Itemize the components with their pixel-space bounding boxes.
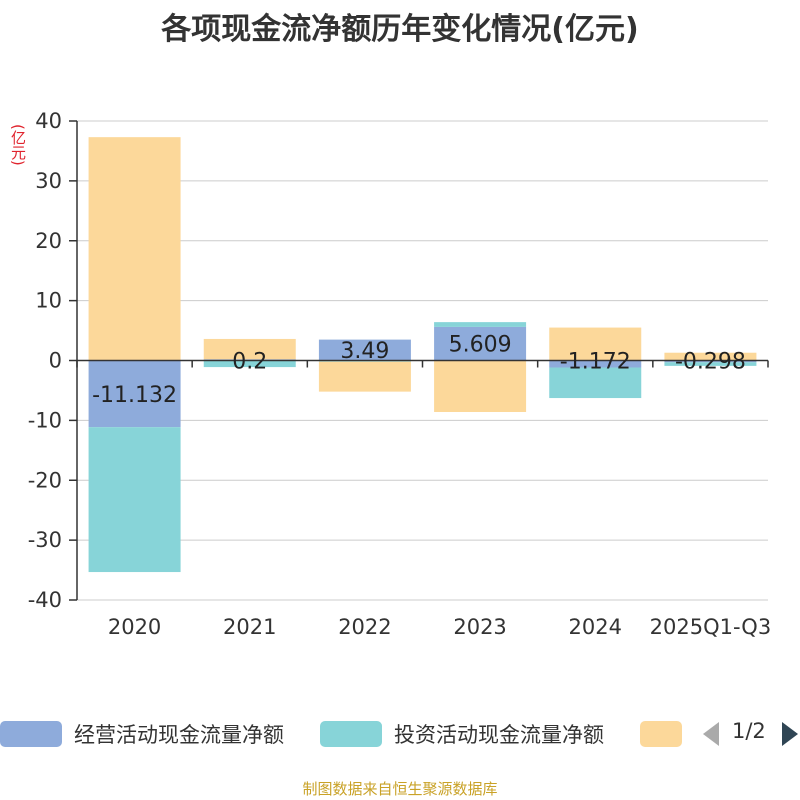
y-tick-label: -20 — [28, 468, 62, 492]
bar-investing-2021 — [203, 360, 296, 368]
legend-label-operating: 经营活动现金流量净额 — [74, 723, 284, 747]
x-tick-label: 2022 — [338, 615, 391, 639]
bar-investing-2024 — [549, 367, 642, 399]
legend: 经营活动现金流量净额 投资活动现金流量净额 — [0, 716, 800, 752]
x-tick-label: 2024 — [569, 615, 622, 639]
y-tick-label: 30 — [35, 169, 62, 193]
bar-financing-2022 — [318, 361, 411, 392]
bar-investing-2020 — [88, 427, 181, 573]
bar-financing-2021 — [203, 338, 296, 360]
data-label: -1.172 — [560, 350, 631, 375]
legend-item-financing[interactable] — [640, 716, 682, 752]
bar-operating-2024 — [549, 360, 642, 368]
legend-swatch-investing — [320, 721, 382, 747]
y-tick-label: -40 — [28, 588, 62, 612]
y-tick-label: 0 — [49, 349, 62, 373]
bar-financing-2020 — [88, 137, 181, 361]
data-label: 5.609 — [449, 333, 512, 358]
data-label: 3.49 — [340, 339, 389, 364]
bar-operating-2025Q1-Q3 — [664, 360, 757, 363]
legend-prev-icon[interactable] — [703, 722, 719, 746]
legend-item-operating[interactable]: 经营活动现金流量净额 — [0, 716, 284, 752]
x-tick-label: 2023 — [453, 615, 506, 639]
legend-pager: 1/2 — [700, 716, 800, 752]
legend-label-investing: 投资活动现金流量净额 — [394, 723, 604, 747]
bar-financing-2025Q1-Q3 — [664, 352, 757, 361]
data-label: 0.2 — [232, 350, 267, 375]
bar-financing-2023 — [434, 360, 527, 412]
x-tick-label: 2021 — [223, 615, 276, 639]
data-label: -0.298 — [675, 350, 746, 375]
y-tick-label: 10 — [35, 289, 62, 313]
bar-investing-2025Q1-Q3 — [664, 362, 757, 366]
data-source-footer: 制图数据来自恒生聚源数据库 — [302, 780, 498, 798]
bar-financing-2024 — [549, 327, 642, 361]
legend-swatch-financing — [640, 721, 682, 747]
bar-operating-2022 — [318, 339, 411, 361]
legend-item-investing[interactable]: 投资活动现金流量净额 — [320, 716, 604, 752]
x-tick-label: 2025Q1-Q3 — [650, 615, 772, 639]
bar-chart: -40 -30 -20 -10 0 10 20 30 40 2020 2021 2022 2023 202… — [28, 109, 772, 639]
legend-next-icon[interactable] — [782, 722, 798, 746]
y-tick-label: 20 — [35, 229, 62, 253]
legend-page-indicator: 1/2 — [732, 719, 766, 743]
bar-operating-2020 — [88, 360, 181, 428]
bar-investing-2023 — [434, 322, 527, 327]
bar-operating-2023 — [434, 326, 527, 361]
y-tick-label: 40 — [35, 109, 62, 133]
y-axis-unit: (亿元) — [9, 124, 27, 166]
data-label: -11.132 — [92, 383, 177, 408]
chart-title: 各项现金流净额历年变化情况(亿元) — [161, 12, 639, 47]
x-tick-label: 2020 — [108, 615, 161, 639]
legend-swatch-operating — [0, 721, 62, 747]
y-tick-label: -10 — [28, 408, 62, 432]
y-tick-label: -30 — [28, 528, 62, 552]
